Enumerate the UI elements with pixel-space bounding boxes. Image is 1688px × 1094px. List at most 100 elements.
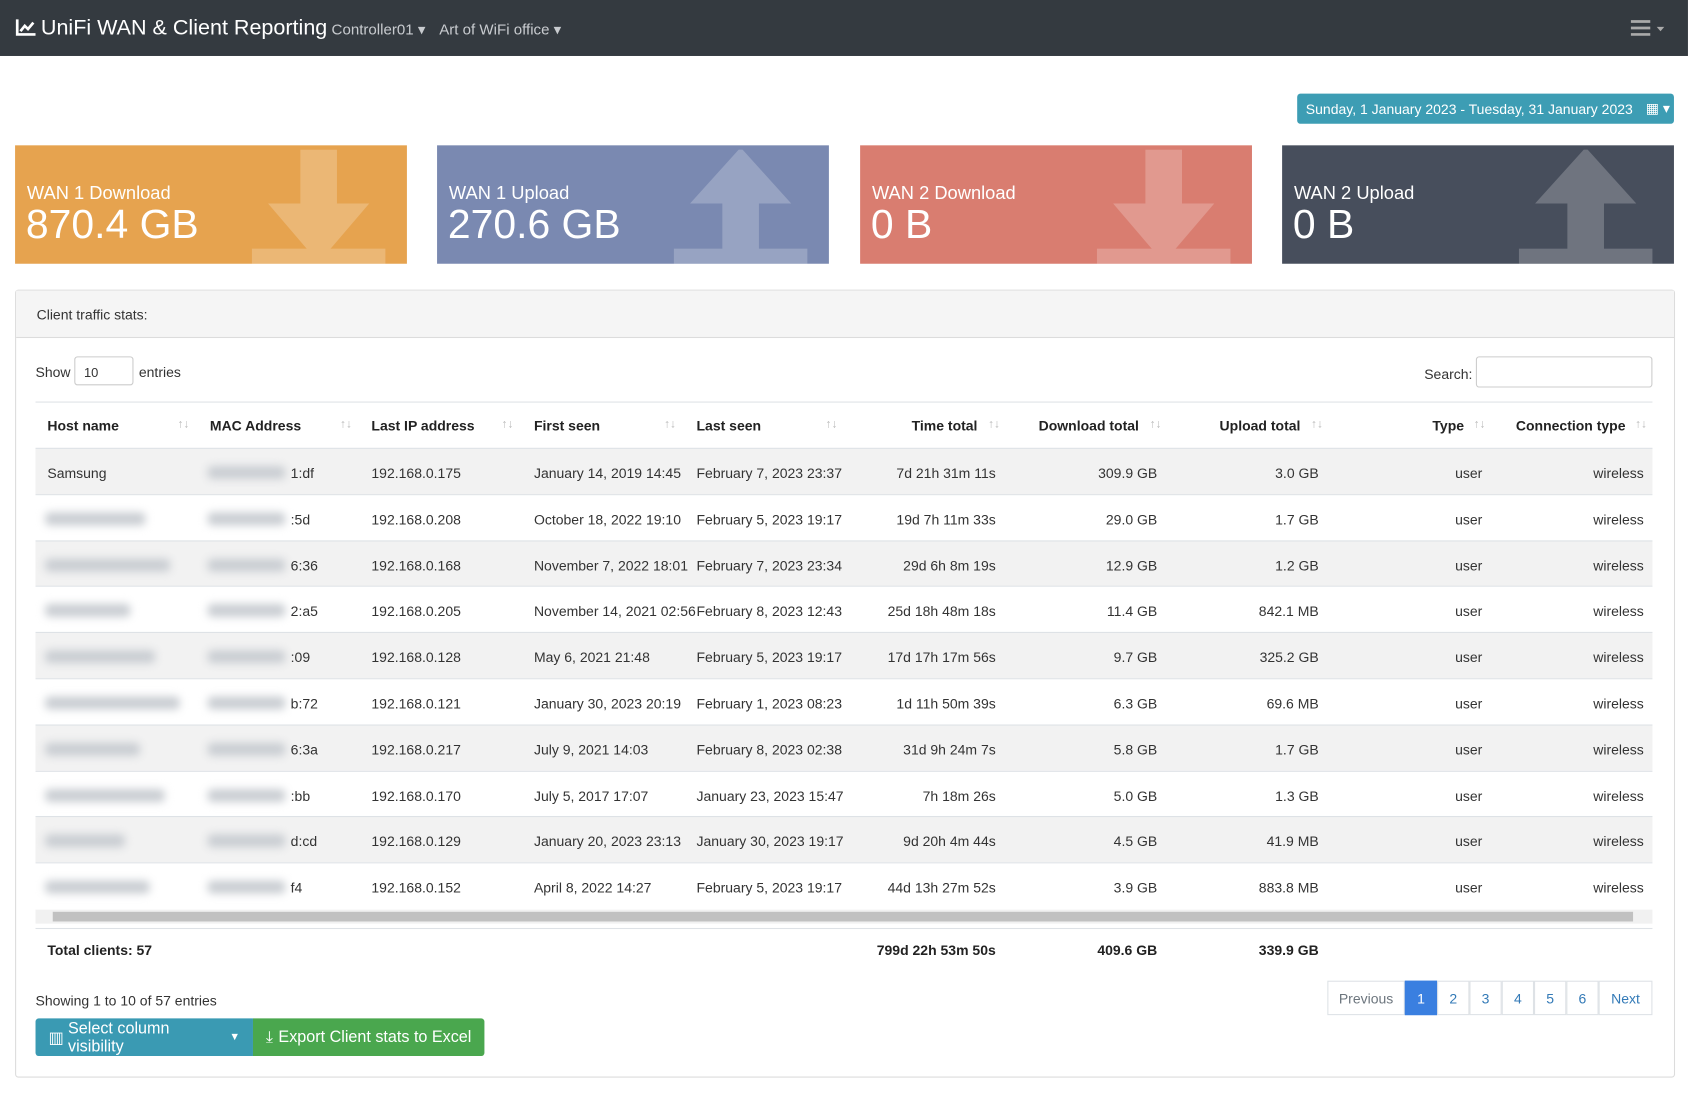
chart-icon bbox=[15, 19, 36, 36]
column-header[interactable]: Upload total bbox=[1219, 417, 1301, 434]
table-cell: 309.9 GB bbox=[1098, 465, 1158, 482]
settings-menu[interactable] bbox=[1630, 18, 1667, 37]
search-input[interactable] bbox=[1475, 356, 1653, 388]
table-cell: November 14, 2021 02:56 bbox=[533, 603, 696, 620]
navbar: UniFi WAN & Client Reporting Controller0… bbox=[0, 0, 1688, 56]
table-cell: 69.6 MB bbox=[1266, 695, 1319, 712]
table-icon: ▥ bbox=[48, 1028, 64, 1047]
table-cell: b:72 bbox=[290, 695, 318, 712]
table-cell: :5d bbox=[290, 511, 311, 528]
table-cell: February 7, 2023 23:37 bbox=[696, 465, 842, 482]
table-cell: February 5, 2023 19:17 bbox=[696, 649, 842, 666]
panel-title: Client traffic stats: bbox=[36, 306, 148, 323]
column-header[interactable]: Last IP address bbox=[371, 417, 475, 434]
table-cell: 9.7 GB bbox=[1113, 649, 1158, 666]
table-cell: user bbox=[1455, 741, 1483, 758]
table-cell: 192.168.0.175 bbox=[371, 465, 461, 482]
column-header[interactable]: Host name bbox=[47, 417, 119, 434]
search-label: Search: bbox=[1424, 366, 1473, 383]
caret: ▼ bbox=[229, 1031, 241, 1044]
controller-dropdown[interactable]: Controller01 ▾ bbox=[331, 20, 426, 38]
table-cell: 7d 21h 31m 11s bbox=[896, 465, 996, 482]
blurred-host bbox=[45, 834, 125, 848]
blurred-host bbox=[45, 604, 131, 618]
blurred-host bbox=[45, 880, 150, 894]
card-value: 270.6 GB bbox=[447, 202, 621, 248]
table-cell: wireless bbox=[1593, 603, 1644, 620]
table-cell: wireless bbox=[1593, 465, 1644, 482]
site-dropdown[interactable]: Art of WiFi office ▾ bbox=[439, 20, 562, 38]
column-header[interactable]: First seen bbox=[533, 417, 601, 434]
column-header[interactable]: Time total bbox=[911, 417, 978, 434]
brand[interactable]: UniFi WAN & Client Reporting bbox=[40, 16, 328, 40]
table-row bbox=[35, 862, 1653, 909]
sort-icon: ↑↓ bbox=[501, 417, 514, 431]
table-info: Showing 1 to 10 of 57 entries bbox=[35, 992, 217, 1009]
table-cell: February 8, 2023 02:38 bbox=[696, 741, 842, 758]
card-label: WAN 1 Upload bbox=[448, 183, 570, 204]
column-header[interactable]: Connection type bbox=[1515, 417, 1626, 434]
arrow-icon bbox=[1518, 149, 1653, 264]
table-row bbox=[35, 586, 1653, 633]
blurred-host bbox=[45, 788, 165, 802]
calendar-icon: ▦ ▾ bbox=[1645, 100, 1670, 117]
scrollbar-thumb[interactable] bbox=[52, 911, 1634, 922]
table-cell: 6:36 bbox=[290, 557, 318, 574]
table-cell: wireless bbox=[1593, 695, 1644, 712]
page-button[interactable]: Previous bbox=[1327, 980, 1405, 1016]
table-cell: wireless bbox=[1593, 557, 1644, 574]
blurred-host bbox=[45, 558, 171, 572]
table-cell: 3.9 GB bbox=[1113, 879, 1158, 896]
table-row bbox=[35, 539, 1653, 587]
arrow-icon bbox=[1096, 149, 1231, 264]
table-cell: wireless bbox=[1593, 833, 1644, 850]
table-row bbox=[35, 493, 1653, 541]
column-visibility-button[interactable]: ▥ Select column visibility ▼ bbox=[35, 1018, 253, 1057]
table-cell: 1.2 GB bbox=[1275, 557, 1319, 574]
column-header[interactable]: MAC Address bbox=[209, 417, 302, 434]
page-button[interactable]: 6 bbox=[1566, 980, 1599, 1016]
table-row bbox=[35, 770, 1653, 817]
card-label: WAN 1 Download bbox=[26, 183, 171, 204]
table-cell: 192.168.0.170 bbox=[371, 787, 461, 804]
export-button[interactable]: ⤓ Export Client stats to Excel bbox=[252, 1018, 485, 1057]
table-cell: January 20, 2023 23:13 bbox=[533, 833, 682, 850]
table-cell: 29d 6h 8m 19s bbox=[903, 557, 996, 574]
table-cell: January 30, 2023 20:19 bbox=[533, 695, 682, 712]
length-label: Show bbox=[35, 363, 71, 381]
blurred-mac bbox=[207, 466, 286, 480]
blurred-mac bbox=[207, 834, 286, 848]
blurred-mac bbox=[207, 880, 286, 894]
table-cell: 12.9 GB bbox=[1105, 557, 1158, 574]
panel-header: Client traffic stats: bbox=[16, 290, 1674, 339]
column-header[interactable]: Download total bbox=[1038, 417, 1139, 434]
page-button[interactable]: 5 bbox=[1534, 980, 1567, 1016]
table-row bbox=[35, 678, 1653, 725]
blurred-mac bbox=[207, 788, 286, 802]
blurred-mac bbox=[207, 558, 286, 572]
page-button[interactable]: 1 bbox=[1404, 980, 1438, 1016]
sort-icon: ↑↓ bbox=[1635, 417, 1648, 431]
table-cell: 192.168.0.152 bbox=[371, 879, 461, 896]
column-header[interactable]: Last seen bbox=[696, 417, 762, 434]
table-cell: 6:3a bbox=[290, 741, 318, 758]
totals-label: Total clients: 57 bbox=[47, 941, 153, 959]
arrow-icon bbox=[673, 149, 808, 264]
blurred-mac bbox=[207, 696, 286, 710]
page-button[interactable]: Next bbox=[1598, 980, 1653, 1016]
date-range-picker[interactable]: Sunday, 1 January 2023 - Tuesday, 31 Jan… bbox=[1297, 93, 1674, 124]
page-button[interactable]: 3 bbox=[1469, 980, 1502, 1016]
table-cell: 5.8 GB bbox=[1113, 741, 1158, 758]
page-button[interactable]: 2 bbox=[1437, 980, 1470, 1016]
table-cell: 17d 17h 17m 56s bbox=[887, 649, 996, 666]
table-cell: February 1, 2023 08:23 bbox=[696, 695, 842, 712]
table-cell: :09 bbox=[290, 649, 311, 666]
table-cell: 192.168.0.128 bbox=[371, 649, 461, 666]
table-cell: May 6, 2021 21:48 bbox=[533, 649, 650, 666]
page-button[interactable]: 4 bbox=[1501, 980, 1535, 1016]
column-header[interactable]: Type bbox=[1432, 417, 1465, 434]
length-select[interactable]: 10 bbox=[74, 356, 134, 386]
table-cell: October 18, 2022 19:10 bbox=[533, 511, 682, 528]
